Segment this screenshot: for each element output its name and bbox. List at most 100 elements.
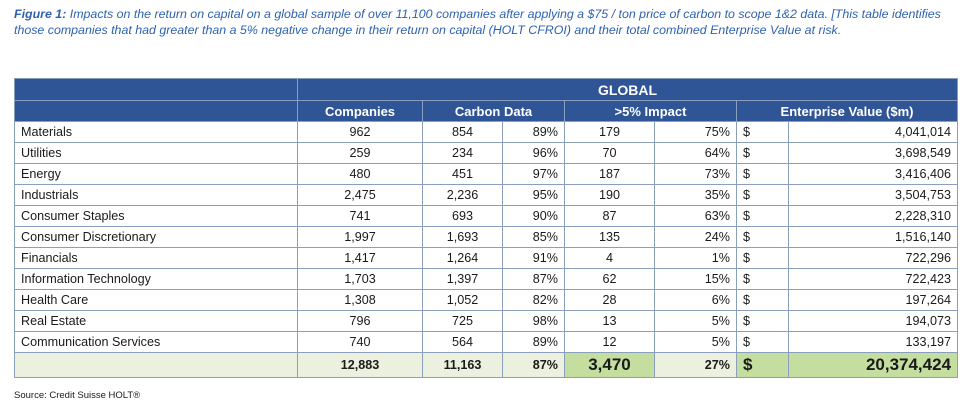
companies-cell: 740 — [297, 331, 423, 353]
currency-cell: $ — [736, 205, 789, 227]
impact-pct-cell: 35% — [654, 184, 737, 206]
enterprise-value-cell: 722,296 — [787, 247, 959, 269]
sector-name: Health Care — [14, 289, 298, 311]
impact-pct-cell: 24% — [654, 226, 737, 248]
companies-cell: 1,417 — [297, 247, 423, 269]
carbon-cell: 693 — [422, 205, 503, 227]
total-carbon: 11,163 — [422, 352, 503, 378]
enterprise-value-cell: 722,423 — [787, 268, 959, 290]
currency-cell: $ — [736, 310, 789, 332]
table-row: Health Care 1,308 1,052 82% 28 6% $197,264 — [14, 289, 959, 311]
sector-name: Materials — [14, 121, 298, 143]
sector-name: Consumer Discretionary — [14, 226, 298, 248]
figure-label: Figure 1: — [14, 7, 67, 21]
header-blank — [14, 78, 298, 101]
carbon-pct-cell: 89% — [502, 121, 565, 143]
carbon-cell: 1,397 — [422, 268, 503, 290]
sector-name: Financials — [14, 247, 298, 269]
total-impact: 3,470 — [564, 352, 655, 378]
enterprise-value-cell: 1,516,140 — [787, 226, 959, 248]
impact-cell: 187 — [564, 163, 655, 185]
sector-name: Real Estate — [14, 310, 298, 332]
carbon-data-header: Carbon Data — [422, 100, 565, 122]
caption-text: Impacts on the return on capital on a gl… — [14, 7, 941, 37]
table-row: Utilities 259 234 96% 70 64% $3,698,549 — [14, 142, 959, 164]
impact-cell: 87 — [564, 205, 655, 227]
total-carbon-pct: 87% — [502, 352, 565, 378]
carbon-pct-cell: 90% — [502, 205, 565, 227]
enterprise-value-cell: 197,264 — [787, 289, 959, 311]
total-impact-pct: 27% — [654, 352, 737, 378]
table-body: Materials 962 854 89% 179 75% $4,041,014 Utilit… — [14, 121, 959, 378]
table-row: Consumer Discretionary 1,997 1,693 85% 135 24… — [14, 226, 959, 248]
carbon-pct-cell: 85% — [502, 226, 565, 248]
carbon-cell: 564 — [422, 331, 503, 353]
carbon-pct-cell: 96% — [502, 142, 565, 164]
impact-cell: 190 — [564, 184, 655, 206]
carbon-cell: 854 — [422, 121, 503, 143]
companies-cell: 962 — [297, 121, 423, 143]
currency-cell: $ — [736, 142, 789, 164]
sector-header-blank — [14, 100, 298, 122]
currency-cell: $ — [736, 247, 789, 269]
carbon-cell: 1,693 — [422, 226, 503, 248]
currency-cell: $ — [736, 184, 789, 206]
currency-cell: $ — [736, 268, 789, 290]
enterprise-value-cell: 4,041,014 — [787, 121, 959, 143]
companies-cell: 1,703 — [297, 268, 423, 290]
column-header-row: Companies Carbon Data >5% Impact Enterpr… — [14, 100, 959, 122]
enterprise-value-cell: 194,073 — [787, 310, 959, 332]
carbon-pct-cell: 91% — [502, 247, 565, 269]
enterprise-value-cell: 133,197 — [787, 331, 959, 353]
carbon-cell: 451 — [422, 163, 503, 185]
table-row: Financials 1,417 1,264 91% 4 1% $722,296 — [14, 247, 959, 269]
table-row: Consumer Staples 741 693 90% 87 63% $2,228,310 — [14, 205, 959, 227]
table-row: Materials 962 854 89% 179 75% $4,041,014 — [14, 121, 959, 143]
carbon-pct-cell: 89% — [502, 331, 565, 353]
currency-cell: $ — [736, 226, 789, 248]
currency-cell: $ — [736, 163, 789, 185]
sector-name: Utilities — [14, 142, 298, 164]
currency-cell: $ — [736, 289, 789, 311]
impact-cell: 28 — [564, 289, 655, 311]
impact-cell: 12 — [564, 331, 655, 353]
source-note: Source: Credit Suisse HOLT® — [14, 390, 141, 401]
sector-name: Industrials — [14, 184, 298, 206]
impact-pct-cell: 75% — [654, 121, 737, 143]
total-companies: 12,883 — [297, 352, 423, 378]
currency-cell: $ — [736, 331, 789, 353]
currency-cell: $ — [736, 121, 789, 143]
impact-pct-cell: 1% — [654, 247, 737, 269]
table-row: Communication Services 740 564 89% 12 5% $133,… — [14, 331, 959, 353]
carbon-pct-cell: 97% — [502, 163, 565, 185]
table-row: Energy 480 451 97% 187 73% $3,416,406 — [14, 163, 959, 185]
companies-cell: 1,308 — [297, 289, 423, 311]
sector-name: Energy — [14, 163, 298, 185]
carbon-pct-cell: 82% — [502, 289, 565, 311]
companies-cell: 2,475 — [297, 184, 423, 206]
impact-header: >5% Impact — [564, 100, 737, 122]
impact-cell: 13 — [564, 310, 655, 332]
carbon-cell: 2,236 — [422, 184, 503, 206]
impact-pct-cell: 73% — [654, 163, 737, 185]
impact-pct-cell: 5% — [654, 331, 737, 353]
companies-cell: 796 — [297, 310, 423, 332]
impact-pct-cell: 5% — [654, 310, 737, 332]
carbon-pct-cell: 98% — [502, 310, 565, 332]
carbon-cell: 234 — [422, 142, 503, 164]
impact-pct-cell: 15% — [654, 268, 737, 290]
enterprise-value-cell: 3,416,406 — [787, 163, 959, 185]
companies-cell: 1,997 — [297, 226, 423, 248]
sector-name: Communication Services — [14, 331, 298, 353]
figure-caption: Figure 1: Impacts on the return on capit… — [14, 6, 954, 38]
total-currency: $ — [736, 352, 789, 378]
total-label — [14, 352, 298, 378]
enterprise-value-cell: 3,504,753 — [787, 184, 959, 206]
companies-cell: 259 — [297, 142, 423, 164]
impact-pct-cell: 6% — [654, 289, 737, 311]
enterprise-value-cell: 2,228,310 — [787, 205, 959, 227]
impact-cell: 62 — [564, 268, 655, 290]
carbon-cell: 1,264 — [422, 247, 503, 269]
enterprise-value-header: Enterprise Value ($m) — [735, 100, 959, 122]
carbon-pct-cell: 95% — [502, 184, 565, 206]
